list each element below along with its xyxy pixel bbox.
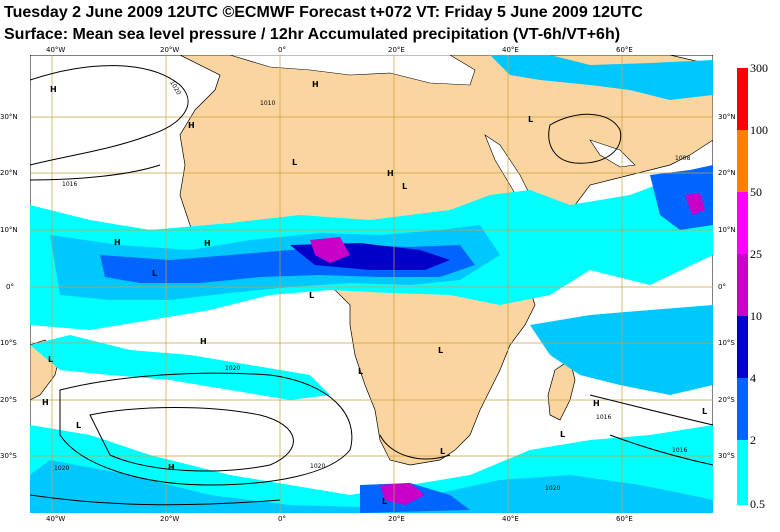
lat-label-right: 0° (718, 283, 726, 291)
forecast-map: H H H L H L H H L L L H L L L H L L H L … (0, 55, 736, 513)
colorbar-segment-100 (737, 130, 748, 192)
colorbar-segment-4 (737, 378, 748, 440)
low-pressure-center: L (292, 158, 298, 167)
mediterranean (229, 55, 476, 86)
lon-label-top: 20°E (388, 46, 405, 54)
lon-label-top: 40°E (502, 46, 519, 54)
precipitation-colorbar (737, 68, 748, 505)
lat-label-right: 30°N (718, 113, 736, 121)
lon-label-bottom: 40°W (46, 515, 66, 523)
low-pressure-center: L (560, 430, 566, 439)
high-pressure-center: H (42, 398, 49, 407)
lat-label-left: 20°N (0, 169, 18, 177)
low-pressure-center: L (528, 115, 534, 124)
lat-label-left: 10°S (0, 339, 17, 347)
lon-label-top: 60°E (616, 46, 633, 54)
high-pressure-center: H (50, 85, 57, 94)
high-pressure-center: H (387, 169, 394, 178)
lat-label-left: 30°S (0, 452, 17, 460)
lon-label-top: 20°W (160, 46, 180, 54)
precip-band (30, 55, 713, 513)
low-pressure-center: L (358, 367, 364, 376)
high-pressure-center: H (188, 121, 195, 130)
lon-label-bottom: 20°W (160, 515, 180, 523)
low-pressure-center: L (76, 421, 82, 430)
lat-label-right: 10°S (718, 339, 735, 347)
high-pressure-center: H (593, 399, 600, 408)
high-pressure-center: H (200, 337, 207, 346)
high-pressure-center: H (204, 239, 211, 248)
map-canvas (30, 55, 713, 513)
colorbar-segment-2 (737, 440, 748, 505)
low-pressure-center: L (309, 291, 315, 300)
lon-label-bottom: 40°E (502, 515, 519, 523)
low-pressure-center: L (48, 355, 54, 364)
lat-label-right: 10°N (718, 226, 736, 234)
isobars (30, 65, 713, 506)
lon-label-bottom: 0° (278, 515, 286, 523)
lat-label-right: 20°S (718, 396, 735, 404)
graticule (30, 55, 713, 513)
lat-label-left: 10°N (0, 226, 18, 234)
low-pressure-center: L (382, 497, 388, 506)
colorbar-segment-50 (737, 192, 748, 254)
colorbar-label: 25 (750, 247, 762, 261)
high-pressure-center: H (114, 238, 121, 247)
high-pressure-center: H (168, 463, 175, 472)
low-pressure-center: L (440, 447, 446, 456)
colorbar-label: 0.5 (750, 497, 765, 511)
lon-label-bottom: 20°E (388, 515, 405, 523)
colorbar-label: 10 (750, 309, 762, 323)
colorbar-label: 4 (750, 371, 756, 385)
colorbar-label: 100 (750, 123, 768, 137)
low-pressure-center: L (402, 182, 408, 191)
lat-label-right: 30°S (718, 452, 735, 460)
colorbar-label: 50 (750, 185, 762, 199)
colorbar-segment-25 (737, 254, 748, 316)
lon-label-top: 40°W (46, 46, 66, 54)
low-pressure-center: L (438, 346, 444, 355)
lon-label-top: 0° (278, 46, 286, 54)
low-pressure-center: L (702, 407, 708, 416)
colorbar-segment-10 (737, 316, 748, 378)
colorbar-label: 300 (750, 61, 768, 75)
high-pressure-center: H (312, 80, 319, 89)
lon-label-bottom: 60°E (616, 515, 633, 523)
map-title-line-1: Tuesday 2 June 2009 12UTC ©ECMWF Forecas… (4, 4, 643, 21)
lat-label-left: 30°N (0, 113, 18, 121)
colorbar-segment-300 (737, 68, 748, 130)
lat-label-left: 20°S (0, 396, 17, 404)
lat-label-right: 20°N (718, 169, 736, 177)
low-pressure-center: L (152, 269, 158, 278)
colorbar-label: 2 (750, 433, 756, 447)
lat-label-left: 0° (6, 283, 14, 291)
map-title-line-2: Surface: Mean sea level pressure / 12hr … (4, 26, 621, 43)
